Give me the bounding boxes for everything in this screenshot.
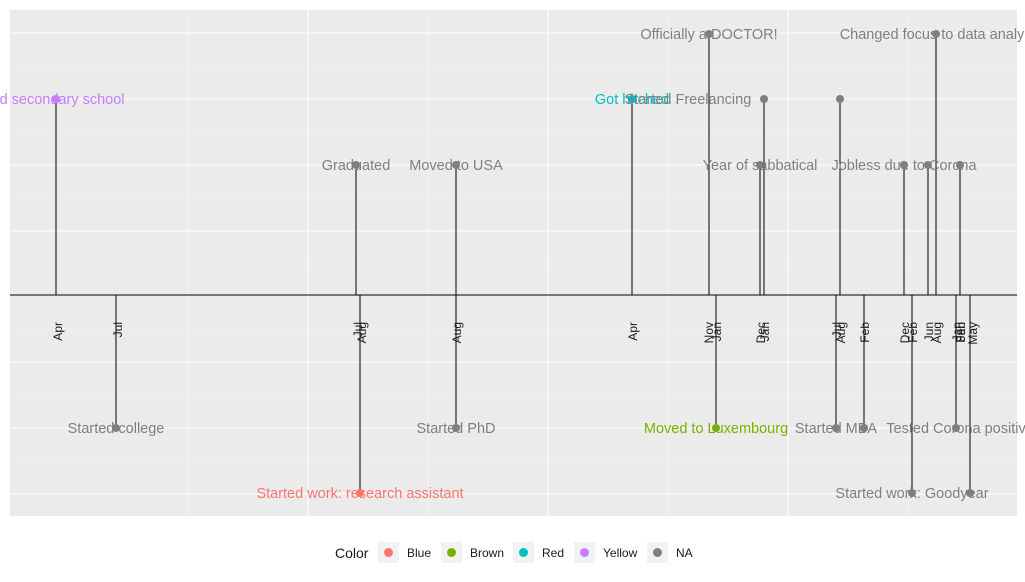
event-label: Officially a DOCTOR! [640, 27, 777, 43]
event-label: Jobless due to Corona [831, 158, 977, 174]
month-label: Aug [355, 322, 369, 343]
event-label: Started work: Goodyear [835, 486, 988, 502]
event-label: Started MBA [795, 421, 878, 437]
legend-label: Red [542, 546, 564, 560]
event-point [932, 30, 940, 38]
event-label: Changed focus to data analy [840, 27, 1025, 43]
event-point [760, 95, 768, 103]
event-stems [55, 34, 971, 493]
month-label: Apr [51, 322, 65, 341]
month-label: Apr [626, 322, 640, 341]
event-point [356, 489, 364, 497]
legend: Color Blue Brown Red Yellow NA [335, 542, 693, 563]
month-label: Aug [450, 322, 464, 343]
month-label: Feb [954, 322, 968, 343]
event-label: Started work: research assistant [256, 486, 463, 502]
legend-label: Yellow [603, 546, 638, 560]
event-labels: ted secondary school Started college Gradu… [0, 27, 1025, 502]
event-label: Tested Corona positiv [886, 421, 1025, 437]
legend-swatch [580, 548, 589, 557]
legend-swatch [519, 548, 528, 557]
event-points [52, 30, 974, 497]
event-point [712, 424, 720, 432]
legend-item: NA [647, 542, 693, 563]
event-label: Started college [68, 421, 165, 437]
event-point [452, 161, 460, 169]
event-label: Started Freelancing [625, 92, 752, 108]
event-point [52, 95, 60, 103]
plot-background [10, 10, 1017, 516]
legend-label: NA [676, 546, 693, 560]
legend-title: Color [335, 545, 369, 561]
month-label: Nov [702, 322, 716, 343]
event-point [352, 161, 360, 169]
event-point [836, 95, 844, 103]
event-point [112, 424, 120, 432]
event-point [628, 95, 636, 103]
grid-lines [10, 10, 1017, 516]
month-label: Feb [858, 322, 872, 343]
event-point [956, 161, 964, 169]
event-point [756, 161, 764, 169]
month-label: Jul [351, 322, 365, 337]
event-point [452, 424, 460, 432]
legend-swatch [447, 548, 456, 557]
month-label: Feb [906, 322, 920, 343]
month-label: Dec [898, 322, 912, 343]
month-label: Aug [930, 322, 944, 343]
month-label: Jan [954, 322, 968, 341]
month-label: May [966, 322, 980, 345]
legend-label: Blue [407, 546, 431, 560]
event-label: Got hitched [595, 92, 669, 108]
event-label: Moved to Luxembourg [644, 421, 788, 437]
event-point [952, 424, 960, 432]
month-label: Jul [830, 322, 844, 337]
event-point [705, 30, 713, 38]
month-label: Jul [111, 322, 125, 337]
month-label: Aug [834, 322, 848, 343]
event-label: Moved to USA [409, 158, 503, 174]
month-label: Jan [950, 322, 964, 341]
event-point [900, 161, 908, 169]
legend-swatch [384, 548, 393, 557]
event-label: Started PhD [417, 421, 496, 437]
event-label: Year of sabbatical [703, 158, 818, 174]
legend-item: Brown [441, 542, 504, 563]
month-label: Jan [710, 322, 724, 341]
legend-item: Red [513, 542, 564, 563]
event-point [860, 424, 868, 432]
legend-item: Blue [378, 542, 431, 563]
month-label: Jan [758, 322, 772, 341]
event-point [924, 161, 932, 169]
legend-swatch [653, 548, 662, 557]
event-label: Graduated [322, 158, 391, 174]
legend-item: Yellow [574, 542, 638, 563]
month-label: Dec [754, 322, 768, 343]
month-label: Jun [922, 322, 936, 341]
event-point [908, 489, 916, 497]
event-point [832, 424, 840, 432]
legend-label: Brown [470, 546, 504, 560]
event-point [966, 489, 974, 497]
event-label: ted secondary school [0, 92, 125, 108]
